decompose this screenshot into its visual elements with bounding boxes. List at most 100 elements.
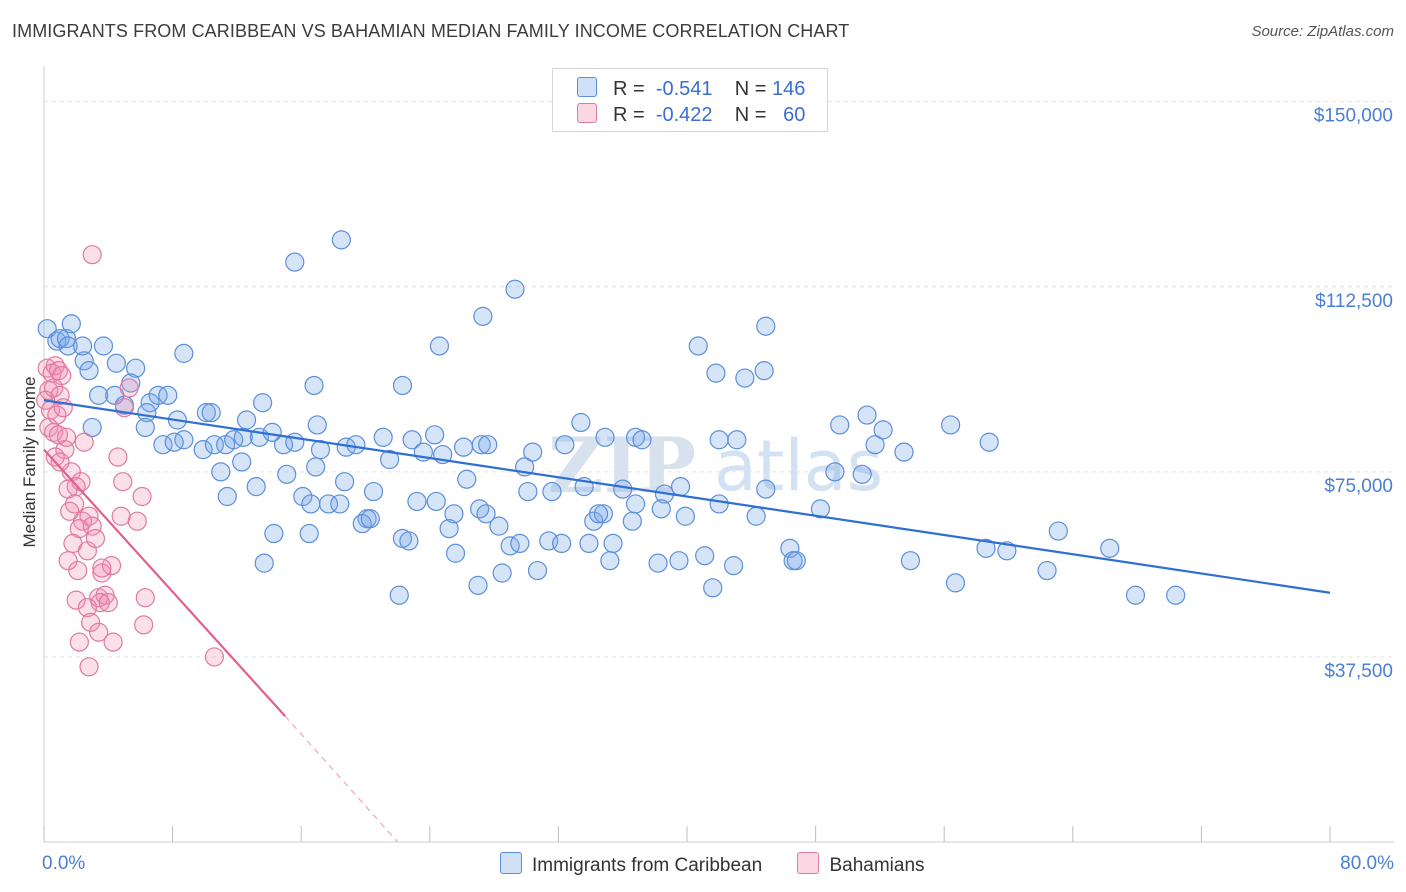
watermark-atlas: atlas (714, 425, 883, 507)
caribbean-point-155 (473, 306, 493, 326)
caribbean-point-133 (865, 435, 885, 455)
caribbean-point-46 (425, 425, 445, 445)
caribbean-point-119 (695, 546, 715, 566)
caribbean-point-99 (264, 523, 284, 544)
caribbean-point-125 (780, 538, 800, 558)
caribbean-point-5 (58, 336, 78, 356)
caribbean-point-34 (233, 427, 253, 447)
caribbean-point-7 (93, 336, 114, 356)
caribbean-point-150 (735, 368, 755, 388)
caribbean-point-24 (236, 410, 257, 430)
bahamians-point-28 (85, 528, 106, 549)
caribbean-point-48 (453, 437, 474, 457)
caribbean-point-156 (505, 279, 525, 299)
caribbean-point-89 (593, 504, 614, 524)
caribbean-point-69 (363, 481, 384, 502)
caribbean-point-132 (857, 405, 877, 425)
bahamians-point-42 (132, 486, 152, 507)
caribbean-point-8 (74, 351, 94, 371)
bahamians-point-36 (90, 593, 110, 613)
caribbean-point-97 (217, 486, 237, 507)
trend-lines (43, 399, 1331, 843)
caribbean-point-75 (426, 491, 446, 512)
legend-row-caribbean: R = -0.541 N = 146 (577, 77, 805, 101)
legend-r-value: -0.422 (655, 104, 713, 126)
caribbean-point-74 (407, 491, 427, 512)
bahamians-point-45 (134, 615, 154, 635)
caribbean-point-124 (756, 479, 776, 499)
caribbean-point-139 (979, 432, 999, 452)
caribbean-point-14 (89, 385, 109, 405)
caribbean-point-130 (830, 415, 850, 435)
caribbean-point-58 (613, 479, 633, 499)
bahamians-point-55 (92, 558, 112, 578)
caribbean-point-43 (373, 427, 393, 447)
caribbean-point-128 (810, 499, 831, 519)
y-tick-label-0: $37,500 (1324, 661, 1393, 682)
caribbean-point-105 (468, 575, 488, 595)
legend-row-bahamians: R = -0.422 N = 60 (577, 103, 805, 127)
bahamians-point-21 (60, 501, 80, 521)
caribbean-point-57 (632, 430, 652, 450)
caribbean-point-82 (510, 533, 530, 554)
bahamians-point-59 (50, 452, 70, 472)
caribbean-point-152 (429, 336, 450, 356)
y-axis-title: Median Family Income (20, 376, 39, 547)
caribbean-point-142 (1048, 521, 1068, 541)
caribbean-point-109 (588, 504, 609, 524)
bahamians-point-30 (68, 560, 88, 581)
caribbean-point-79 (476, 504, 496, 524)
caribbean-point-148 (727, 430, 747, 450)
caribbean-point-151 (756, 316, 776, 336)
caribbean-point-118 (706, 363, 726, 383)
caribbean-point-91 (622, 511, 642, 531)
caribbean-point-18 (148, 385, 168, 405)
caribbean-point-44 (402, 430, 422, 450)
caribbean-point-110 (600, 551, 620, 571)
caribbean-point-10 (106, 353, 126, 373)
x-tick-label-0: 0.0% (42, 853, 85, 874)
bahamians-point-35 (66, 590, 86, 610)
trend-line-caribbean (43, 399, 1331, 594)
caribbean-point-127 (786, 551, 806, 571)
caribbean-point-102 (399, 531, 419, 551)
bahamians-point-37 (98, 593, 118, 613)
caribbean-point-59 (211, 462, 231, 482)
caribbean-point-122 (746, 506, 766, 526)
caribbean-point-121 (724, 556, 744, 576)
caribbean-point-73 (360, 509, 380, 529)
caribbean-point-31 (204, 435, 224, 455)
caribbean-point-64 (301, 494, 321, 514)
bahamians-point-15 (55, 440, 75, 460)
trend-line-bahamians (43, 448, 286, 717)
x-tick-label-1: 80.0% (1340, 853, 1394, 874)
caribbean-point-123 (754, 361, 774, 381)
caribbean-point-141 (997, 541, 1017, 561)
caribbean-point-20 (253, 393, 273, 413)
caribbean-point-149 (688, 336, 708, 356)
bahamians-point-44 (135, 588, 155, 608)
caribbean-point-135 (894, 442, 914, 462)
caribbean-point-106 (492, 563, 512, 583)
caribbean-point-27 (135, 417, 155, 438)
y-tick-label-1: $75,000 (1324, 476, 1393, 497)
caribbean-point-39 (307, 415, 327, 435)
caribbean-point-65 (306, 457, 326, 477)
caribbean-point-67 (330, 494, 350, 514)
caribbean-point-55 (595, 427, 615, 447)
legend-n-label: N = (734, 78, 767, 100)
caribbean-point-68 (335, 472, 355, 492)
caribbean-point-96 (675, 506, 695, 526)
caribbean-point-62 (277, 464, 297, 484)
caribbean-point-52 (523, 442, 543, 462)
caribbean-point-49 (471, 435, 491, 455)
caribbean-point-78 (470, 499, 490, 519)
caribbean-point-50 (478, 435, 498, 455)
caribbean-point-111 (389, 585, 409, 605)
caribbean-point-13 (174, 343, 194, 363)
caribbean-point-137 (941, 415, 961, 435)
bahamians-point-57 (56, 427, 77, 447)
caribbean-point-19 (158, 385, 178, 405)
series-bahamians-points (36, 245, 224, 677)
